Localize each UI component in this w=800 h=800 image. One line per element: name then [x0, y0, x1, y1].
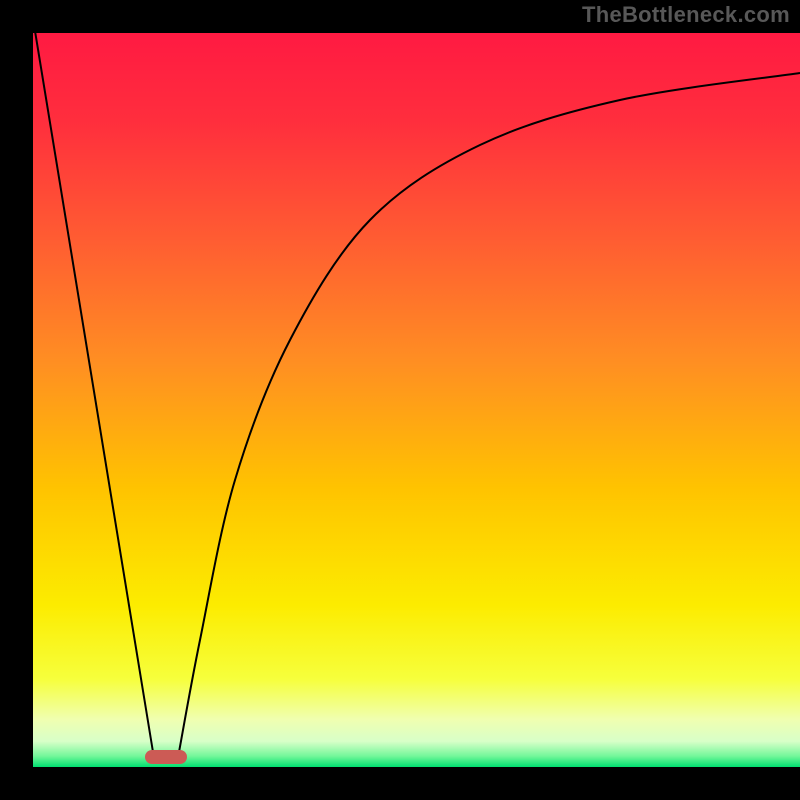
right-curve	[179, 73, 800, 752]
valley-marker	[145, 750, 187, 764]
left-line	[35, 31, 153, 752]
curves-layer	[0, 0, 800, 800]
frame-left	[0, 0, 33, 800]
attribution-text: TheBottleneck.com	[582, 2, 790, 28]
chart-container: TheBottleneck.com	[0, 0, 800, 800]
frame-bottom	[0, 767, 800, 800]
